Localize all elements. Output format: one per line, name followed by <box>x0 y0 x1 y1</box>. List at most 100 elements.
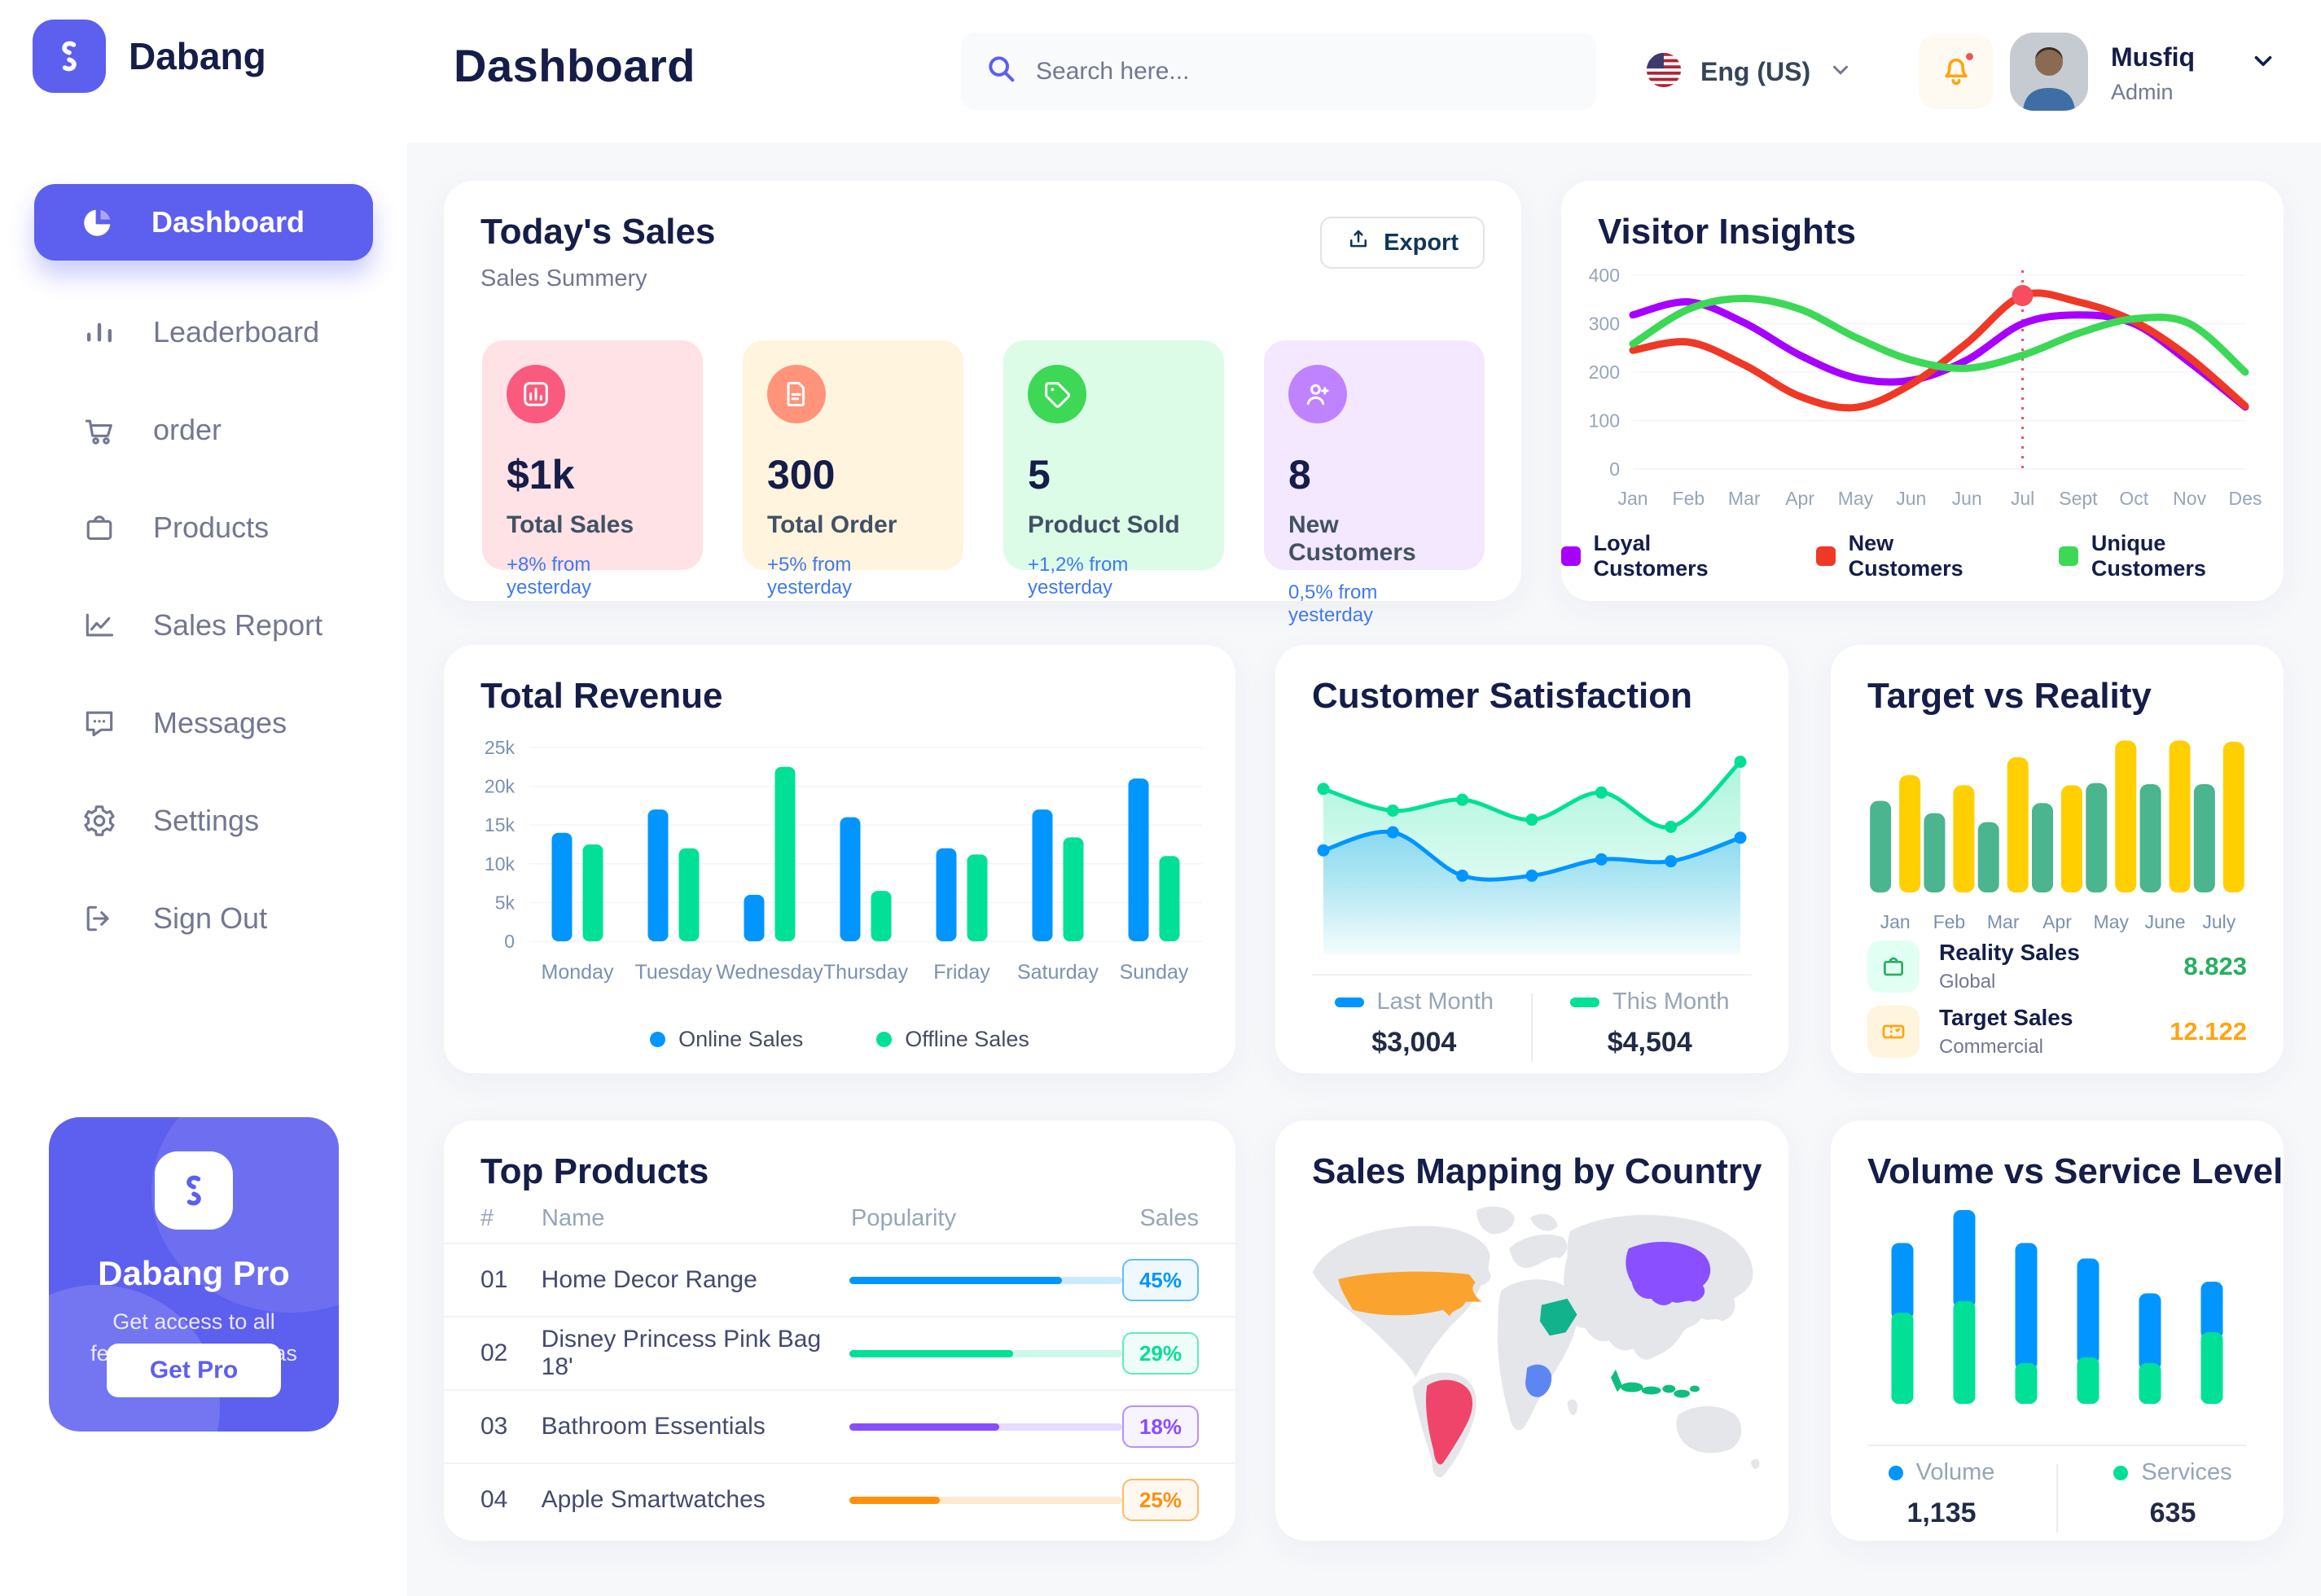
svg-text:Saturday: Saturday <box>1017 961 1099 984</box>
customer-satisfaction-card: Customer Satisfaction Last Month $3,004 Th… <box>1275 645 1788 1073</box>
svg-text:300: 300 <box>1589 314 1620 335</box>
legend-loyal-customers: Loyal Customers <box>1561 531 1769 581</box>
legend-target-sales: Target Sales Commercial 12.122 <box>1867 1005 2247 1059</box>
pro-title: Dabang Pro <box>98 1254 290 1292</box>
legend-this-month: This Month $4,504 <box>1570 989 1729 1059</box>
svg-text:Jun: Jun <box>1952 488 1982 509</box>
col-rank: # <box>480 1205 494 1231</box>
top-products-rows: 01 Home Decor Range 45% 02 Disney Princess P… <box>444 1243 1235 1536</box>
divider <box>1312 974 1752 976</box>
dashboard-icon <box>80 204 116 240</box>
svg-text:Feb: Feb <box>1933 911 1966 932</box>
visitor-insights-title: Visitor Insights <box>1598 212 1857 252</box>
top-products-title: Top Products <box>480 1151 709 1191</box>
todays-sales-title: Today's Sales <box>480 212 716 252</box>
search-input[interactable] <box>1036 57 1572 86</box>
export-button[interactable]: Export <box>1320 217 1485 269</box>
svg-text:Jul: Jul <box>2011 488 2034 509</box>
svg-text:0: 0 <box>1609 458 1620 480</box>
legend-divider <box>1531 993 1533 1062</box>
world-map <box>1290 1187 1774 1526</box>
profile-role: Admin <box>2111 80 2174 104</box>
brand: Dabang <box>33 20 266 93</box>
sidebar-item-label: Products <box>153 511 270 544</box>
product-row-disney-princess-pink-bag-18: 02 Disney Princess Pink Bag 18' 29% <box>444 1316 1235 1389</box>
sidebar-item-order[interactable]: order <box>0 381 407 479</box>
top-products-header: # Name Popularity Sales <box>480 1205 1199 1232</box>
stat-change: +5% from yesterday <box>767 554 853 598</box>
bag-icon <box>81 510 117 546</box>
stat-label: New Customers <box>1288 511 1416 566</box>
sidebar-item-leaderboard[interactable]: Leaderboard <box>0 283 407 381</box>
sales-badge: 18% <box>1122 1405 1199 1448</box>
sidebar-item-messages[interactable]: Messages <box>0 674 407 772</box>
sales-icon <box>81 607 117 643</box>
legend-offline-sales: Offline Sales <box>876 1027 1029 1052</box>
target-vs-reality-title: Target vs Reality <box>1867 676 2152 716</box>
stat-card-total-order: 300 Total Order +5% from yesterday <box>743 340 963 598</box>
col-popularity: Popularity <box>851 1205 956 1231</box>
stat-value: 300 <box>767 452 836 498</box>
product-rank: 02 <box>480 1340 508 1366</box>
visitor-insights-legend: Loyal Customers New Customers Unique Custo… <box>1561 531 2284 581</box>
sidebar: Dabang Dashboard Leaderboard order Products… <box>0 0 407 1596</box>
svg-text:Mar: Mar <box>1728 488 1761 509</box>
chevron-down-icon <box>1828 58 1853 86</box>
svg-text:25k: 25k <box>485 737 516 758</box>
sidebar-item-label: Messages <box>153 706 287 739</box>
bell-icon <box>1938 52 1974 92</box>
stat-change: +1,2% from yesterday <box>1028 554 1129 598</box>
sales-mapping-title: Sales Mapping by Country <box>1312 1151 1762 1191</box>
export-label: Export <box>1384 229 1459 256</box>
col-sales: Sales <box>1139 1205 1199 1231</box>
sidebar-item-label: order <box>153 413 222 446</box>
sales-badge: 25% <box>1122 1479 1199 1521</box>
product-row-bathroom-essentials: 03 Bathroom Essentials 18% <box>444 1389 1235 1462</box>
pro-logo-icon <box>155 1151 233 1230</box>
svg-text:Jan: Jan <box>1880 911 1911 932</box>
product-row-home-decor-range: 01 Home Decor Range 45% <box>444 1243 1235 1316</box>
total-revenue-legend: Online Sales Offline Sales <box>444 1027 1235 1052</box>
visitor-insights-card: Visitor Insights 400 300 200 100 0 Jan Feb Mar A… <box>1561 181 2284 601</box>
stat-value: $1k <box>507 452 575 498</box>
svg-text:Mar: Mar <box>1987 911 2020 932</box>
language-selector[interactable]: Eng (US) <box>1645 42 1853 101</box>
customer-satisfaction-title: Customer Satisfaction <box>1312 676 1692 716</box>
sidebar-item-sales-report[interactable]: Sales Report <box>0 577 407 674</box>
brand-logo-icon <box>33 20 106 93</box>
sidebar-item-settings[interactable]: Settings <box>0 772 407 870</box>
us-flag-icon <box>1645 51 1683 93</box>
divider <box>1867 1445 2247 1446</box>
avatar[interactable] <box>2010 33 2088 111</box>
svg-text:400: 400 <box>1589 265 1620 286</box>
sales-badge: 45% <box>1122 1259 1199 1301</box>
svg-text:May: May <box>2094 911 2130 932</box>
product-name: Bathroom Essentials <box>541 1413 766 1440</box>
profile-name: Musfiq <box>2111 42 2196 72</box>
svg-text:Wednesday: Wednesday <box>716 961 823 984</box>
product-rank: 04 <box>480 1486 508 1513</box>
user-icon <box>1288 365 1347 423</box>
popularity-bar <box>849 1349 1122 1357</box>
notifications-button[interactable] <box>1919 34 1994 109</box>
svg-text:20k: 20k <box>485 776 516 797</box>
volume-vs-service-legend: Volume 1,135 Services 635 <box>1831 1459 2284 1532</box>
sidebar-item-sign-out[interactable]: Sign Out <box>0 870 407 967</box>
brand-name: Dabang <box>129 35 266 77</box>
get-pro-button[interactable]: Get Pro <box>107 1344 281 1397</box>
stat-card-total-sales: $1k Total Sales +8% from yesterday <box>482 340 703 598</box>
sidebar-item-products[interactable]: Products <box>0 479 407 577</box>
sidebar-item-label: Leaderboard <box>153 315 320 349</box>
todays-sales-card: Today's Sales Sales Summery Export $1k To… <box>444 181 1521 626</box>
svg-text:Monday: Monday <box>542 961 614 984</box>
chart-icon <box>507 365 565 423</box>
stat-value: 5 <box>1028 452 1051 498</box>
svg-text:Tuesday: Tuesday <box>635 961 713 984</box>
target-vs-reality-card: Target vs Reality Jan Feb Mar Apr May June Jul… <box>1831 645 2284 1073</box>
legend-volume: Volume 1,135 <box>1864 1459 2019 1529</box>
profile-chevron-icon[interactable] <box>2249 47 2277 79</box>
search-bar[interactable] <box>961 33 1596 110</box>
sidebar-item-dashboard[interactable]: Dashboard <box>34 184 373 261</box>
popularity-bar <box>849 1276 1122 1284</box>
svg-text:Apr: Apr <box>2042 911 2072 932</box>
